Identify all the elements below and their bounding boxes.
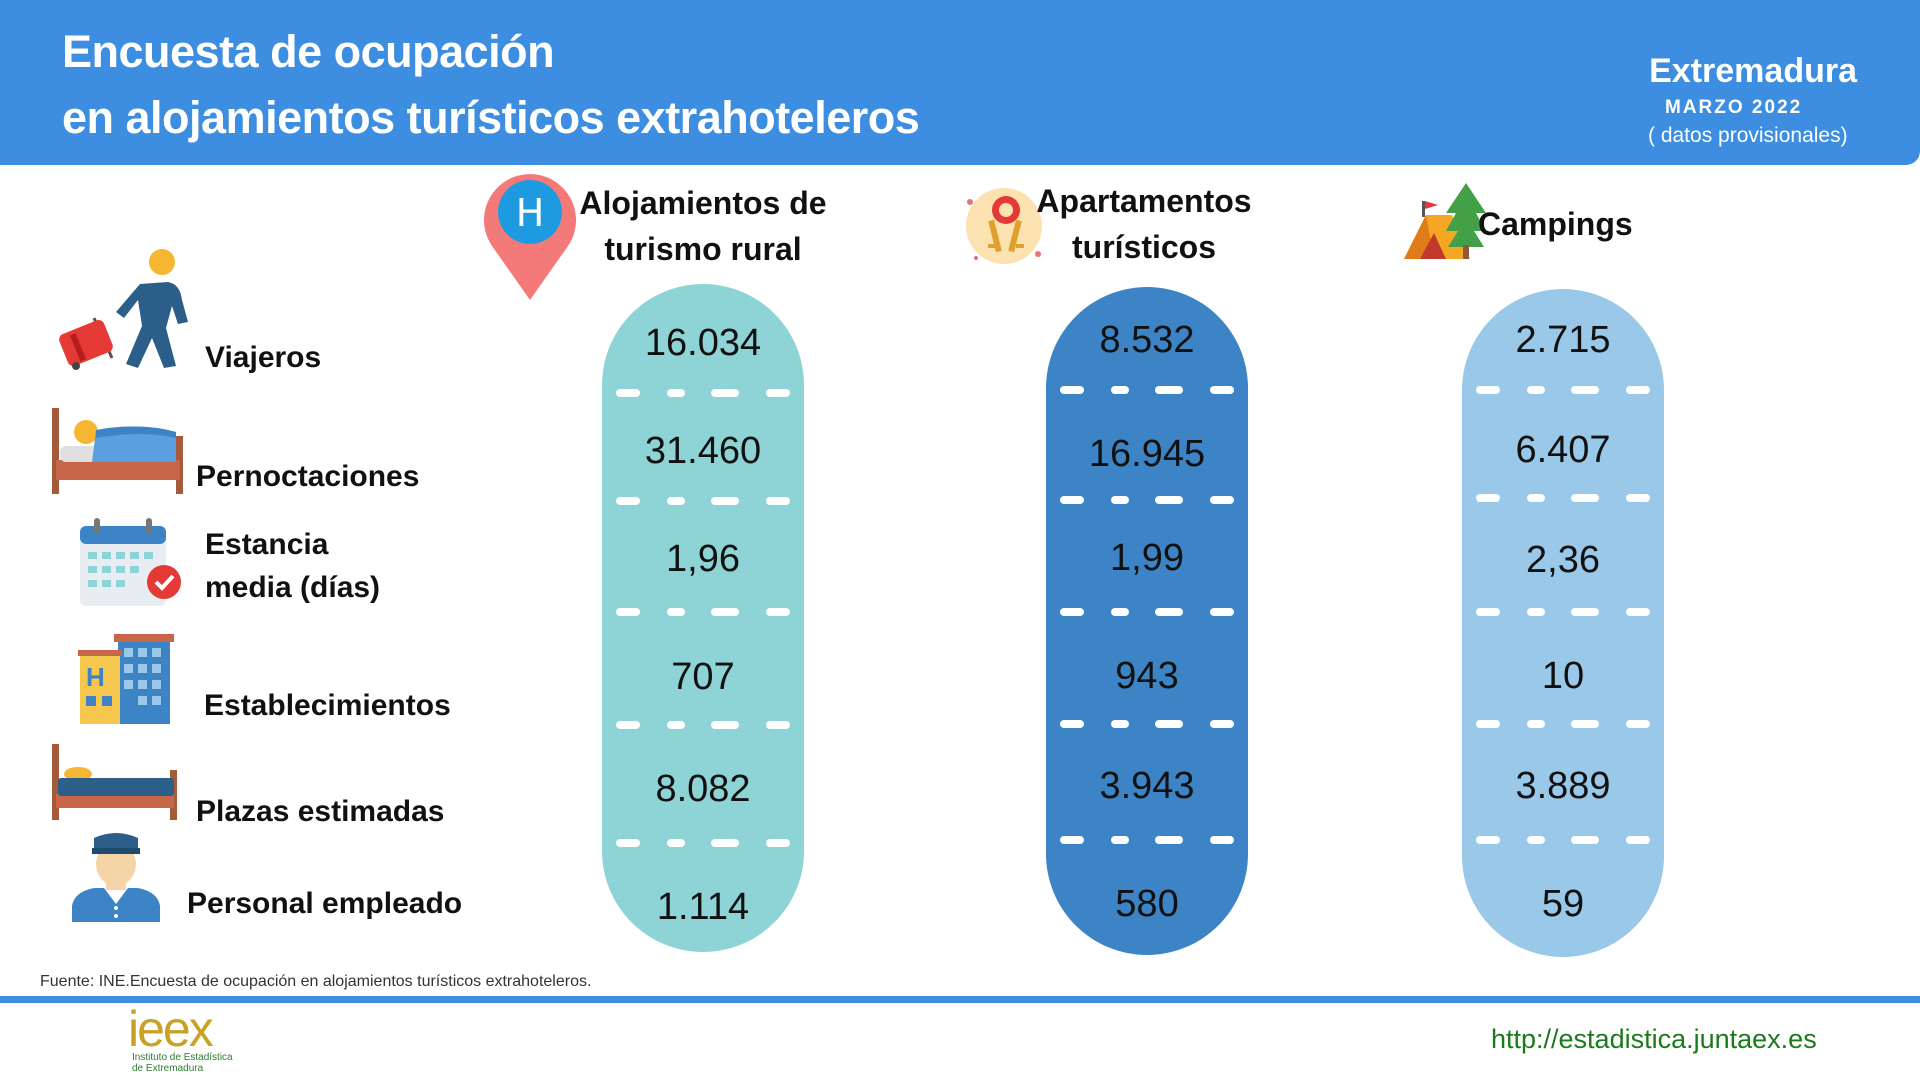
logo-wordmark: ieex: [128, 1001, 214, 1057]
category-title-apart: Apartamentos turísticos: [1022, 178, 1266, 270]
source-note: Fuente: INE.Encuesta de ocupación en alo…: [40, 973, 592, 990]
category-title-apart-line2: turísticos: [1071, 229, 1217, 265]
page-title-line2: en alojamientos turísticos extrahotelero…: [62, 92, 920, 143]
separator: [1476, 717, 1650, 731]
row-label-plazas: Plazas estimadas: [196, 795, 445, 828]
separator: [616, 718, 790, 732]
svg-text:H: H: [86, 662, 105, 692]
row-label-viajeros: Viajeros: [205, 341, 322, 374]
separator: [1060, 717, 1234, 731]
value-camp-pernoctaciones: 6.407: [1515, 429, 1611, 471]
row-label-personal: Personal empleado: [187, 887, 463, 920]
capsule-apart: 8.532 16.945 1,99 943 3.943 580: [1046, 287, 1248, 955]
value-apart-plazas: 3.943: [1099, 765, 1195, 807]
calendar-check-icon: [80, 518, 181, 606]
value-rural-viajeros: 16.034: [644, 322, 762, 364]
value-rural-personal: 1.114: [656, 886, 750, 928]
employee-icon: [72, 833, 160, 922]
separator: [1060, 493, 1234, 507]
value-apart-viajeros: 8.532: [1099, 319, 1195, 361]
value-apart-pernoctaciones: 16.945: [1088, 433, 1206, 475]
pin-letter: H: [516, 191, 545, 235]
header-banner: Encuesta de ocupación en alojamientos tu…: [0, 0, 1920, 165]
category-title-apart-line1: Apartamentos: [1036, 183, 1252, 219]
hotel-building-icon: H: [78, 634, 174, 724]
category-title-camp-line1: Campings: [1478, 206, 1633, 242]
bed-sleeping-icon: [52, 408, 183, 494]
row-label-estancia-line1: Estancia: [205, 528, 329, 561]
value-rural-plazas: 8.082: [655, 768, 751, 810]
website-link[interactable]: http://estadistica.juntaex.es: [1491, 1024, 1817, 1054]
separator: [616, 605, 790, 619]
row-label-pernoctaciones: Pernoctaciones: [196, 460, 420, 493]
category-title-camp: Campings: [1478, 201, 1664, 247]
category-title-rural: Alojamientos de turismo rural: [572, 180, 834, 272]
value-camp-personal: 59: [1541, 883, 1585, 925]
region-label: Extremadura: [1649, 52, 1857, 90]
provisional-note: ( datos provisionales): [1648, 124, 1848, 147]
bed-icon: [52, 744, 177, 820]
capsule-camp: 2.715 6.407 2,36 10 3.889 59: [1462, 289, 1664, 957]
footer-divider: [0, 996, 1920, 1003]
value-apart-establecimientos: 943: [1115, 655, 1179, 697]
value-apart-personal: 580: [1115, 883, 1179, 925]
separator: [1476, 833, 1650, 847]
separator: [1476, 605, 1650, 619]
value-camp-establecimientos: 10: [1541, 655, 1585, 697]
tent-tree-icon: [1404, 183, 1486, 259]
value-camp-plazas: 3.889: [1515, 765, 1611, 807]
keys-icon: [966, 188, 1042, 264]
separator: [616, 494, 790, 508]
value-camp-estancia: 2,36: [1526, 539, 1600, 581]
value-camp-viajeros: 2.715: [1515, 319, 1611, 361]
separator: [1476, 383, 1650, 397]
traveler-icon: [59, 249, 188, 370]
separator: [1060, 605, 1234, 619]
value-rural-pernoctaciones: 31.460: [644, 430, 762, 472]
row-label-estancia-line2: media (días): [205, 571, 381, 604]
category-title-rural-line2: turismo rural: [604, 231, 802, 267]
separator: [1060, 833, 1234, 847]
ieex-logo: ieex Instituto de Estadística de Extrema…: [128, 1001, 248, 1076]
separator: [1476, 491, 1650, 505]
value-rural-establecimientos: 707: [671, 656, 735, 698]
separator: [616, 386, 790, 400]
logo-subtitle: Instituto de Estadística de Extremadura: [132, 1052, 272, 1074]
category-title-rural-line1: Alojamientos de: [579, 185, 827, 221]
row-label-establecimientos: Establecimientos: [204, 689, 451, 722]
logo-subtitle-line1: Instituto de Estadística: [132, 1052, 233, 1063]
capsule-rural: 16.034 31.460 1,96 707 8.082 1.114: [602, 284, 804, 952]
separator: [1060, 383, 1234, 397]
logo-subtitle-line2: de Extremadura: [132, 1063, 204, 1074]
hotel-location-pin-icon: H: [484, 174, 576, 300]
value-rural-estancia: 1,96: [666, 538, 740, 580]
page-title-line1: Encuesta de ocupación: [62, 26, 555, 77]
separator: [616, 836, 790, 850]
period-label: MARZO 2022: [1665, 97, 1803, 118]
value-apart-estancia: 1,99: [1110, 537, 1184, 579]
